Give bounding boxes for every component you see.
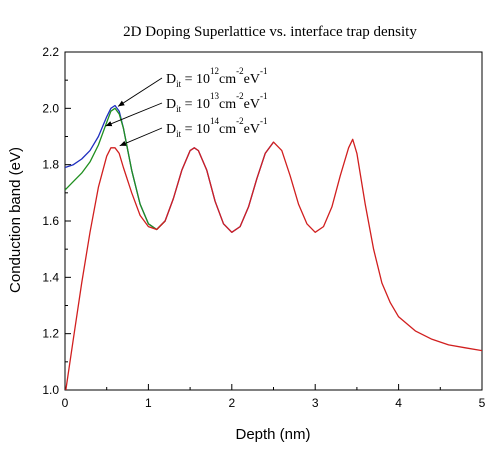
y-tick-label: 1.6: [42, 214, 59, 228]
y-tick-label: 1.0: [42, 383, 59, 397]
y-tick-label: 2.0: [42, 101, 59, 115]
x-tick-label: 5: [479, 396, 486, 410]
y-tick-label: 1.2: [42, 327, 59, 341]
annotation-arrow-1: [117, 77, 163, 107]
series-line-3: [65, 138, 482, 390]
annotation-dit-2: Dit = 1013cm-2eV-1: [166, 91, 267, 114]
x-axis-label: Depth (nm): [235, 426, 310, 443]
x-tick-label: 0: [62, 396, 69, 410]
x-tick-label: 2: [228, 396, 235, 410]
y-tick-label: 1.4: [42, 270, 59, 284]
y-axis-label: Conduction band (eV): [7, 147, 24, 293]
x-tick-label: 1: [145, 396, 152, 410]
annotation-dit-3: Dit = 1014cm-2eV-1: [166, 116, 267, 139]
y-tick-label: 2.2: [42, 45, 59, 59]
annotation-dit-1: Dit = 1012cm-2eV-1: [166, 66, 267, 89]
x-tick-label: 3: [312, 396, 319, 410]
y-tick-label: 1.8: [42, 158, 59, 172]
series-line-2: [65, 107, 166, 231]
annotation-arrow-2: [105, 102, 163, 127]
x-tick-label: 4: [395, 396, 402, 410]
chart-title: 2D Doping Superlattice vs. interface tra…: [123, 24, 417, 40]
plot-frame: [64, 51, 483, 391]
annotation-arrow-3: [119, 127, 163, 147]
plot-area: 0 1 2 3 4 5 1.0 1.2 1.4 1.6 1.8 2.0 2.2 Dit = 1012cm-…: [42, 45, 485, 410]
